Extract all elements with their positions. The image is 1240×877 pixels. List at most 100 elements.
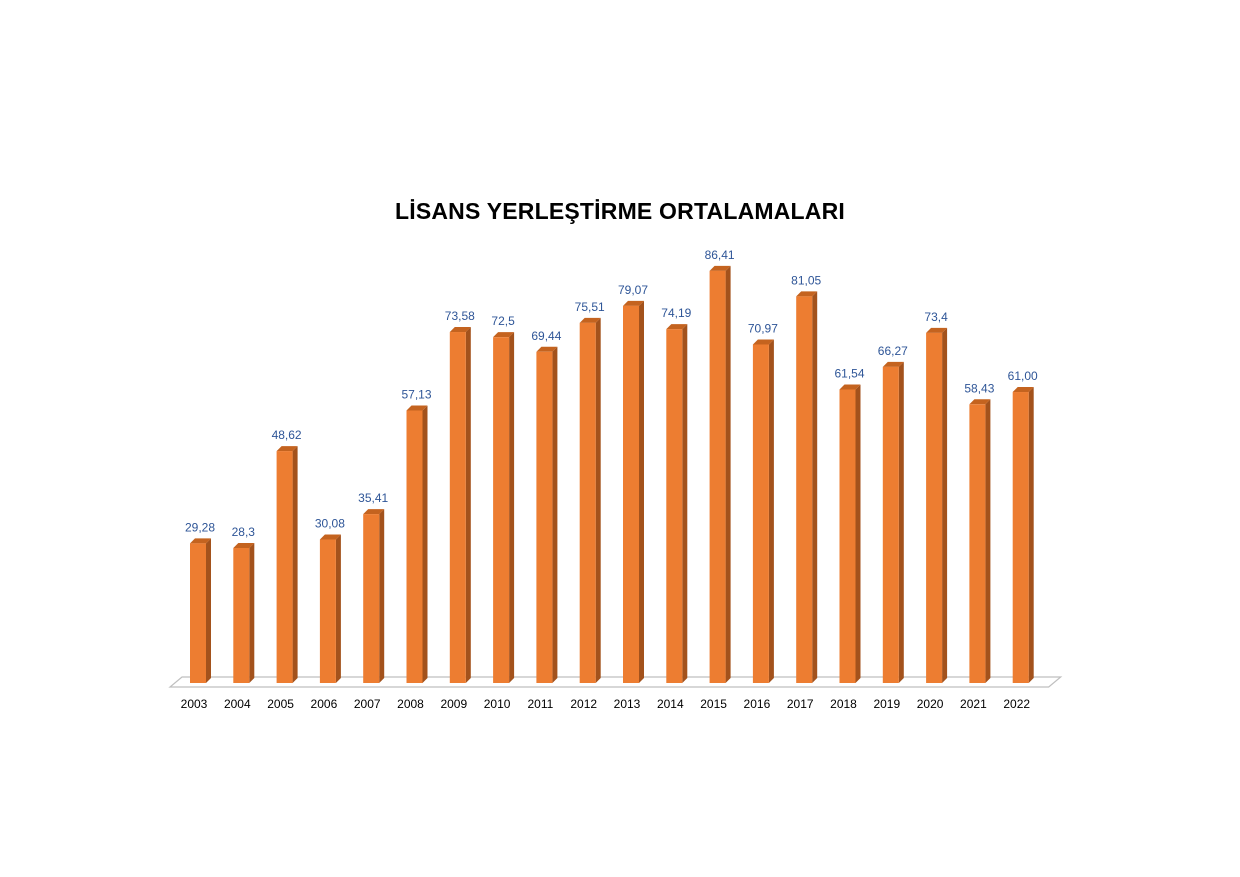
bar-front	[709, 270, 726, 683]
data-label-2011: 69,44	[531, 329, 561, 343]
bar-2014	[666, 324, 688, 683]
bar-front	[839, 389, 856, 683]
bar-front	[190, 543, 206, 683]
bar-2007	[363, 509, 385, 683]
bar-2010	[493, 332, 515, 683]
x-tick-2020: 2020	[917, 697, 944, 711]
data-label-2020: 73,4	[924, 310, 948, 324]
data-label-2010: 72,5	[491, 314, 515, 328]
x-tick-2017: 2017	[787, 697, 814, 711]
bar-side	[898, 361, 904, 683]
x-tick-2014: 2014	[657, 697, 684, 711]
data-label-2016: 70,97	[748, 321, 778, 335]
bar-front	[536, 351, 553, 683]
x-tick-2018: 2018	[830, 697, 857, 711]
bar-side	[509, 332, 515, 683]
bar-2006	[319, 534, 341, 683]
bar-side	[422, 405, 428, 683]
bar-top	[709, 265, 731, 271]
bar-side	[812, 291, 818, 683]
bar-side	[725, 265, 731, 683]
bar-top	[276, 446, 298, 452]
data-label-2019: 66,27	[878, 344, 908, 358]
chart-floor	[168, 676, 1063, 688]
bar-top	[493, 332, 515, 338]
bar-top	[190, 538, 211, 544]
x-tick-2011: 2011	[527, 697, 553, 711]
bar-top	[406, 405, 428, 411]
bar-top	[752, 339, 774, 345]
data-label-2009: 73,58	[445, 309, 475, 323]
bar-side	[768, 339, 774, 683]
data-label-2021: 58,43	[964, 381, 994, 395]
bar-top	[363, 509, 385, 515]
data-label-2007: 35,41	[358, 491, 388, 505]
data-label-2014: 74,19	[661, 306, 691, 320]
bar-2004	[233, 543, 255, 683]
chart-title: LİSANS YERLEŞTİRME ORTALAMALARI	[394, 198, 846, 224]
bar-top	[796, 291, 818, 297]
bar-2022	[1012, 387, 1034, 683]
bar-front	[406, 410, 423, 683]
bar-top	[579, 317, 601, 323]
bar-top	[319, 534, 341, 540]
bar-2012	[579, 317, 601, 683]
bar-2019	[882, 361, 904, 683]
bar-2005	[276, 446, 298, 683]
bar-top	[1012, 387, 1034, 393]
x-tick-2010: 2010	[484, 697, 511, 711]
bar-top	[449, 327, 471, 333]
bar-front	[926, 332, 943, 683]
x-tick-2005: 2005	[267, 697, 294, 711]
bar-side	[249, 543, 255, 683]
x-tick-2006: 2006	[311, 697, 338, 711]
bar-front	[1012, 392, 1029, 683]
bar-top	[536, 346, 558, 352]
x-tick-2013: 2013	[614, 697, 641, 711]
data-label-2013: 79,07	[618, 283, 648, 297]
bar-2017	[796, 291, 818, 683]
data-label-2018: 61,54	[834, 366, 864, 380]
bar-side	[1028, 387, 1034, 683]
bar-side	[335, 534, 341, 683]
x-tick-2015: 2015	[700, 697, 727, 711]
x-tick-2008: 2008	[397, 697, 424, 711]
data-label-2022: 61,00	[1008, 369, 1038, 383]
bar-2020	[926, 327, 948, 683]
x-tick-2003: 2003	[181, 697, 208, 711]
data-label-2012: 75,51	[575, 300, 605, 314]
data-label-2003: 29,28	[185, 520, 215, 534]
x-tick-2007: 2007	[354, 697, 381, 711]
bar-front	[882, 366, 899, 683]
bar-front	[969, 404, 986, 683]
bar-front	[363, 514, 380, 683]
bar-top	[666, 324, 688, 330]
bar-2015	[709, 265, 731, 683]
x-tick-2012: 2012	[570, 697, 597, 711]
bar-front	[666, 329, 683, 683]
bar-side	[292, 446, 298, 683]
bar-front	[449, 332, 466, 683]
bar-top	[926, 327, 948, 333]
bar-front	[579, 322, 596, 683]
x-tick-2022: 2022	[1003, 697, 1030, 711]
bar-2008	[406, 405, 428, 683]
data-label-2005: 48,62	[272, 428, 302, 442]
data-label-2017: 81,05	[791, 273, 821, 287]
bar-front	[493, 337, 510, 683]
bar-front	[276, 451, 293, 683]
data-label-2015: 86,41	[705, 248, 735, 262]
data-label-2008: 57,13	[401, 387, 431, 401]
bar-front	[752, 344, 769, 683]
bar-side	[942, 327, 948, 683]
x-tick-2021: 2021	[960, 697, 987, 711]
bar-2003	[190, 538, 211, 683]
bar-top	[623, 300, 644, 306]
bar-side	[855, 384, 861, 683]
bar-front	[233, 548, 250, 683]
bar-front	[623, 305, 639, 683]
bar-side	[379, 509, 385, 683]
bar-top	[839, 384, 861, 390]
bar-2009	[449, 327, 471, 683]
